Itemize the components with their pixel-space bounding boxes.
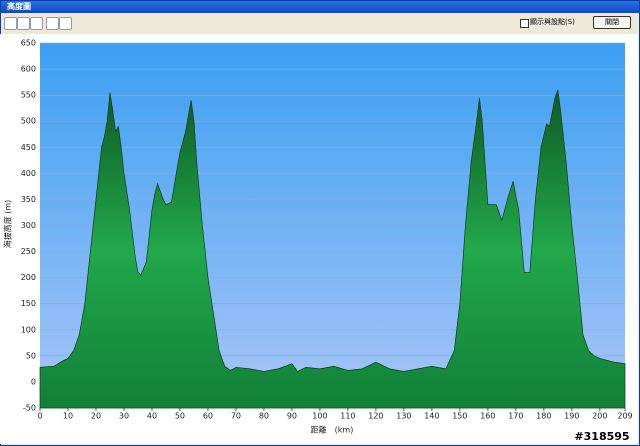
- x-tick-label: 209: [617, 412, 632, 421]
- y-tick-label: 100: [21, 325, 36, 334]
- x-tick-label: 110: [340, 412, 355, 421]
- x-tick-label: 80: [259, 412, 269, 421]
- x-tick-label: 20: [91, 412, 101, 421]
- y-tick-label: 450: [21, 143, 36, 152]
- x-tick-label: 30: [119, 412, 129, 421]
- y-tick-label: 300: [21, 221, 36, 230]
- y-tick-label: 150: [21, 299, 36, 308]
- watermark: #318595: [574, 430, 629, 443]
- checkbox-label[interactable]: 顯示與設點(S): [530, 18, 575, 26]
- x-tick-label: 170: [508, 412, 523, 421]
- y-tick-label: 350: [21, 195, 36, 204]
- x-tick-label: 160: [480, 412, 495, 421]
- tool-icon[interactable]: [30, 17, 43, 30]
- y-tick-label: 650: [21, 39, 36, 48]
- x-tick-label: 50: [175, 412, 185, 421]
- x-tick-label: 60: [203, 412, 213, 421]
- x-axis-label: 距離 (km): [311, 425, 354, 435]
- chart: 海拔高度 (m) 距離 (km) #318595 -50050100150200…: [0, 34, 638, 444]
- close-button[interactable]: 關閉: [593, 16, 631, 29]
- zoom-in[interactable]: [46, 17, 59, 30]
- x-tick-label: 70: [231, 412, 241, 421]
- elevation-area: [39, 89, 626, 409]
- y-tick-label: 250: [21, 247, 36, 256]
- x-tick-label: 180: [536, 412, 551, 421]
- y-tick-label: 500: [21, 117, 36, 126]
- tool-icon[interactable]: [17, 17, 30, 30]
- y-axis-label: 海拔高度 (m): [3, 200, 13, 249]
- y-tick-label: 400: [21, 169, 36, 178]
- x-tick-label: 0: [37, 412, 42, 421]
- y-tick-label: 600: [21, 65, 36, 74]
- y-tick-label: 0: [31, 377, 36, 386]
- title-bar: 高度圖: [1, 1, 639, 13]
- zoom-out[interactable]: [59, 17, 72, 30]
- y-tick-label: 200: [21, 273, 36, 282]
- x-tick-label: 10: [63, 412, 73, 421]
- x-tick-label: 100: [312, 412, 327, 421]
- y-tick-label: 550: [21, 91, 36, 100]
- y-tick-label: 50: [26, 351, 36, 360]
- x-tick-label: 150: [452, 412, 467, 421]
- x-tick-label: 140: [424, 412, 439, 421]
- tool-icon[interactable]: [4, 17, 17, 30]
- x-tick-label: 190: [564, 412, 579, 421]
- x-tick-label: 40: [147, 412, 157, 421]
- toolbar: 顯示與設點(S) 關閉: [1, 13, 639, 33]
- checkbox[interactable]: [520, 19, 529, 28]
- x-tick-label: 200: [592, 412, 607, 421]
- x-tick-label: 90: [287, 412, 297, 421]
- y-tick-label: -50: [23, 404, 36, 413]
- x-tick-label: 130: [396, 412, 411, 421]
- x-tick-label: 120: [368, 412, 383, 421]
